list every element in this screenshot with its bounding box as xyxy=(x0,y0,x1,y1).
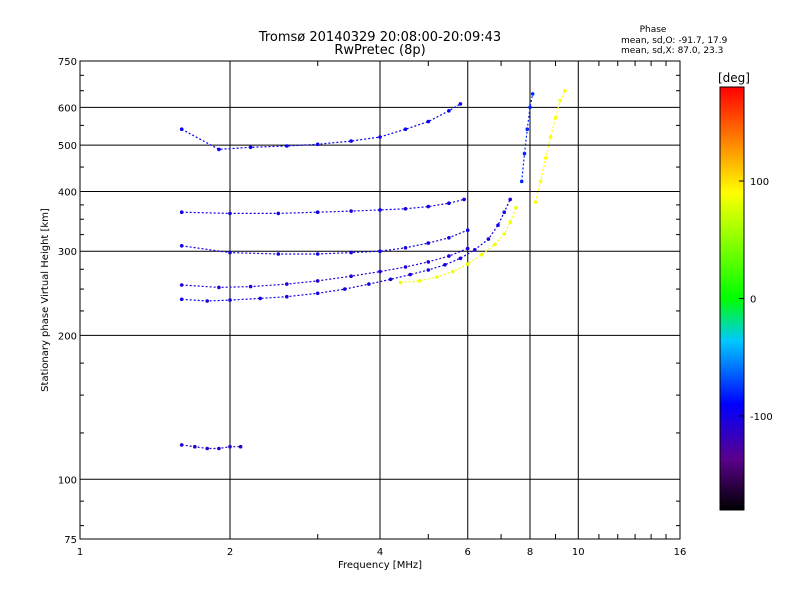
stats-line-x: mean, sd,X: 87.0, 23.3 xyxy=(621,46,723,56)
trace-point xyxy=(553,116,558,120)
y-tick-label: 100 xyxy=(58,475,77,486)
y-tick-label: 500 xyxy=(58,141,77,152)
y-tick-label: 400 xyxy=(58,187,77,198)
trace-point xyxy=(563,88,567,93)
trace-point xyxy=(408,272,413,277)
y-tick-label: 300 xyxy=(58,247,77,258)
y-tick-label: 200 xyxy=(58,331,77,342)
trace-point xyxy=(522,151,527,156)
trace-point xyxy=(426,204,431,209)
colorbar-tick-label: 100 xyxy=(750,177,769,188)
y-axis-label: Stationary phase Virtual Height [km] xyxy=(40,208,51,392)
trace-line xyxy=(181,199,511,302)
x-tick-label: 1 xyxy=(77,547,83,558)
trace-point xyxy=(548,135,553,139)
y-tick-label: 75 xyxy=(64,535,77,546)
trace-point xyxy=(447,201,451,205)
colorbar-tick-label: -100 xyxy=(750,412,773,423)
trace-line xyxy=(400,207,517,284)
x-axis-label: Frequency [MHz] xyxy=(338,560,422,571)
y-tick-label: 750 xyxy=(58,57,77,68)
trace-point xyxy=(388,277,393,282)
trace-point xyxy=(378,208,382,212)
trace-point xyxy=(349,274,353,279)
colorbar-tick-label: 0 xyxy=(750,295,756,306)
trace-line xyxy=(181,103,461,151)
stats-heading: Phase xyxy=(640,25,667,35)
trace-line xyxy=(534,90,566,203)
x-tick-label: 8 xyxy=(527,547,533,558)
plot-area: 1 2 4 6 8 10 16 75 100 200 300 400 500 600 750 xyxy=(58,57,686,558)
trace-point xyxy=(417,279,422,283)
trace-line xyxy=(181,247,468,289)
trace-point xyxy=(447,254,451,258)
chart-subtitle: RwPretec (8p) xyxy=(334,43,425,58)
trace-point xyxy=(258,296,263,301)
chart-title: Tromsø 20140329 20:08:00-20:09:43 xyxy=(258,30,501,45)
trace-point xyxy=(462,197,466,202)
trace-point xyxy=(238,444,243,449)
trace-point xyxy=(349,139,353,143)
x-tick-label: 4 xyxy=(377,547,383,558)
y-tick-label: 600 xyxy=(58,103,77,114)
trace-point xyxy=(403,207,408,211)
colorbar: 100 0 -100 xyxy=(719,86,773,511)
trace-line xyxy=(181,198,465,214)
x-tick-label: 10 xyxy=(572,547,585,558)
trace-point xyxy=(458,102,463,106)
colorbar-label: [deg] xyxy=(718,71,750,85)
x-tick-label: 6 xyxy=(465,547,471,558)
x-tick-label: 2 xyxy=(227,547,233,558)
trace-point xyxy=(426,241,431,245)
trace-point xyxy=(248,145,253,150)
trace-point xyxy=(378,249,382,253)
trace-point xyxy=(343,287,347,291)
trace-line xyxy=(181,229,468,255)
trace-point xyxy=(285,144,289,148)
trace-point xyxy=(378,269,382,274)
trace-line xyxy=(521,93,534,182)
trace-point xyxy=(528,105,532,110)
stats-line-o: mean, sd,O: -91.7, 17.9 xyxy=(621,36,728,46)
x-tick-label: 16 xyxy=(674,547,687,558)
trace-point xyxy=(530,92,535,96)
